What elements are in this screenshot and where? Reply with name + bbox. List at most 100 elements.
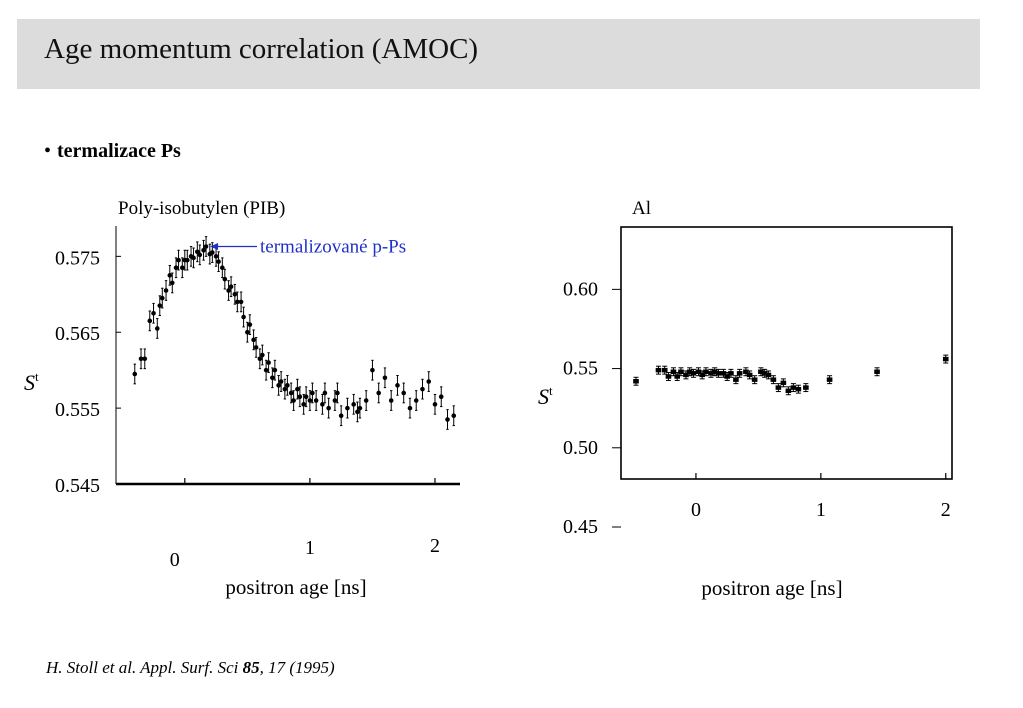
marker (715, 371, 722, 376)
marker (445, 417, 450, 422)
marker (708, 371, 714, 376)
data-point (451, 405, 457, 427)
marker (303, 394, 309, 400)
data-point (295, 378, 300, 400)
chart-pib-x-ticks: 0 1 2 (170, 478, 440, 571)
x-tick-label: 2 (430, 535, 440, 557)
y-tick-label: 0.575 (55, 247, 100, 269)
data-point (169, 272, 175, 294)
data-point (420, 378, 425, 400)
marker (245, 329, 250, 335)
marker (426, 379, 432, 384)
marker (388, 398, 394, 403)
data-point (232, 283, 238, 305)
marker (363, 398, 369, 403)
marker (266, 360, 271, 365)
data-point (216, 251, 221, 273)
marker (313, 398, 319, 403)
data-point (335, 382, 340, 404)
data-point (297, 386, 303, 408)
marker (661, 367, 668, 373)
marker (222, 276, 228, 282)
marker (295, 386, 300, 392)
marker (665, 374, 672, 379)
marker (191, 255, 196, 261)
marker (780, 380, 787, 386)
marker (395, 383, 400, 388)
marker (370, 367, 375, 373)
data-point (942, 354, 949, 364)
citation-volume: 85 (242, 658, 260, 677)
marker (307, 398, 313, 403)
chart-al-frame (620, 226, 953, 480)
chart-al-ylabel: St (538, 383, 553, 409)
slide-title: Age momentum correlation (AMOC) (44, 33, 479, 65)
chart-al-xlabel: positron age [ns] (701, 576, 842, 600)
marker (678, 369, 684, 374)
data-point (376, 382, 381, 404)
data-point (251, 329, 256, 351)
data-point (272, 359, 278, 381)
chart-pib-xlabel: positron age [ns] (225, 575, 366, 599)
data-point (332, 390, 338, 411)
marker (690, 371, 697, 376)
marker (322, 390, 328, 396)
marker (803, 385, 809, 390)
marker (751, 377, 758, 382)
data-point (276, 374, 281, 396)
marker (724, 374, 730, 379)
data-point (711, 367, 718, 377)
marker (241, 314, 246, 320)
data-point (147, 310, 153, 332)
annotation-label: termalizované p-Ps (260, 236, 406, 257)
y-tick-label: 0.50 (563, 437, 598, 459)
marker (674, 374, 681, 379)
data-point (780, 378, 787, 388)
marker (633, 379, 639, 384)
marker (770, 377, 777, 382)
data-point (138, 348, 144, 370)
data-point (395, 374, 400, 396)
marker (743, 369, 749, 374)
marker (711, 369, 718, 374)
data-point (790, 383, 797, 393)
data-point (803, 383, 809, 393)
marker (226, 288, 231, 293)
chart-pib-points (132, 236, 457, 430)
data-point (282, 378, 288, 400)
data-point (874, 367, 880, 377)
data-point (665, 372, 672, 381)
data-point (826, 375, 833, 385)
data-point (388, 390, 394, 411)
data-point (795, 384, 802, 394)
data-point (751, 375, 758, 385)
data-point (157, 295, 163, 317)
data-point (303, 386, 309, 408)
marker (720, 371, 727, 376)
data-point (690, 368, 697, 378)
marker (420, 386, 425, 392)
x-tick-label: 0 (170, 549, 180, 571)
marker (699, 372, 705, 378)
data-point (322, 382, 328, 404)
data-point (765, 370, 772, 380)
data-point (185, 249, 190, 271)
marker (147, 318, 153, 324)
x-tick-label: 1 (816, 499, 826, 521)
data-point (154, 318, 160, 339)
data-point (746, 370, 753, 380)
data-point (132, 363, 138, 385)
data-point (163, 280, 169, 301)
marker (683, 372, 689, 378)
data-point (260, 344, 265, 366)
data-point (222, 268, 228, 290)
marker (351, 402, 356, 407)
data-point (263, 359, 269, 381)
marker (413, 398, 419, 403)
marker (203, 244, 209, 249)
data-point (235, 291, 240, 313)
chart-pib-y-ticks: 0.545 0.555 0.565 0.575 (55, 247, 121, 497)
marker (761, 371, 768, 376)
data-point (226, 280, 231, 301)
